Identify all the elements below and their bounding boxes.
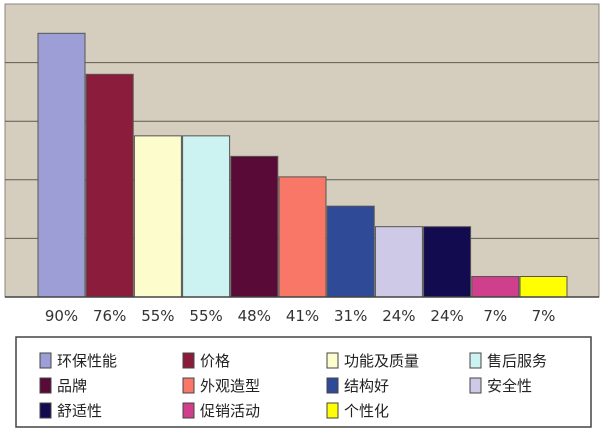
bar-7 (326, 205, 375, 298)
legend-label-11: 个性化 (344, 402, 389, 420)
bar-9 (423, 226, 472, 298)
bar-2 (85, 73, 134, 298)
value-label-11: 7% (532, 307, 556, 325)
value-label-3: 55% (141, 307, 174, 325)
value-label-5: 48% (238, 307, 271, 325)
legend-swatch-4 (469, 352, 482, 369)
value-label-6: 41% (286, 307, 319, 325)
value-label-2: 76% (93, 307, 126, 325)
legend-label-1: 环保性能 (57, 352, 117, 370)
bar-6 (278, 176, 327, 298)
legend-swatch-6 (182, 377, 195, 394)
legend-label-8: 安全性 (487, 377, 532, 395)
legend-swatch-2 (182, 352, 195, 369)
bar-3 (133, 135, 182, 298)
legend-swatch-9 (39, 402, 52, 419)
legend-label-4: 售后服务 (487, 352, 547, 370)
bar-5 (230, 155, 279, 298)
legend-swatch-3 (326, 352, 339, 369)
legend-label-10: 促销活动 (200, 402, 260, 420)
legend-label-6: 外观造型 (200, 377, 260, 395)
value-label-1: 90% (45, 307, 78, 325)
legend-swatch-1 (39, 352, 52, 369)
legend-swatch-11 (326, 402, 339, 419)
legend-label-7: 结构好 (344, 377, 389, 395)
legend-label-5: 品牌 (57, 377, 87, 395)
bar-11 (519, 275, 568, 298)
value-labels: 90% 76% 55% 55% 48% 41% 31% 24% 24% 7% 7% (45, 307, 556, 325)
bar-8 (374, 226, 423, 298)
legend-swatch-8 (469, 377, 482, 394)
value-label-7: 31% (334, 307, 367, 325)
value-label-8: 24% (382, 307, 415, 325)
legend-swatch-7 (326, 377, 339, 394)
bar-1 (37, 32, 86, 298)
legend-box (15, 336, 592, 428)
bar-10 (471, 275, 520, 298)
legend-label-3: 功能及质量 (344, 352, 419, 370)
legend-label-9: 舒适性 (57, 402, 102, 420)
value-label-10: 7% (483, 307, 507, 325)
legend-swatch-10 (182, 402, 195, 419)
value-label-4: 55% (189, 307, 222, 325)
bar-4 (182, 135, 231, 298)
value-label-9: 24% (430, 307, 463, 325)
legend-swatch-5 (39, 377, 52, 394)
legend-label-2: 价格 (200, 352, 230, 370)
